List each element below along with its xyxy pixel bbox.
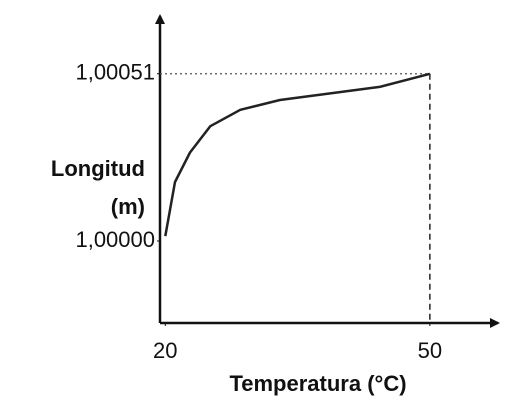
y-axis-title: (m) — [111, 194, 145, 219]
x-axis-title: Temperatura (°C) — [229, 371, 406, 396]
y-tick-label: 1,00051 — [75, 60, 155, 85]
x-tick-label: 20 — [153, 338, 177, 363]
y-tick-label: 1,00000 — [75, 227, 155, 252]
data-line — [164, 72, 431, 237]
y-axis-title: Longitud — [51, 156, 145, 181]
x-tick-label: 50 — [418, 338, 442, 363]
